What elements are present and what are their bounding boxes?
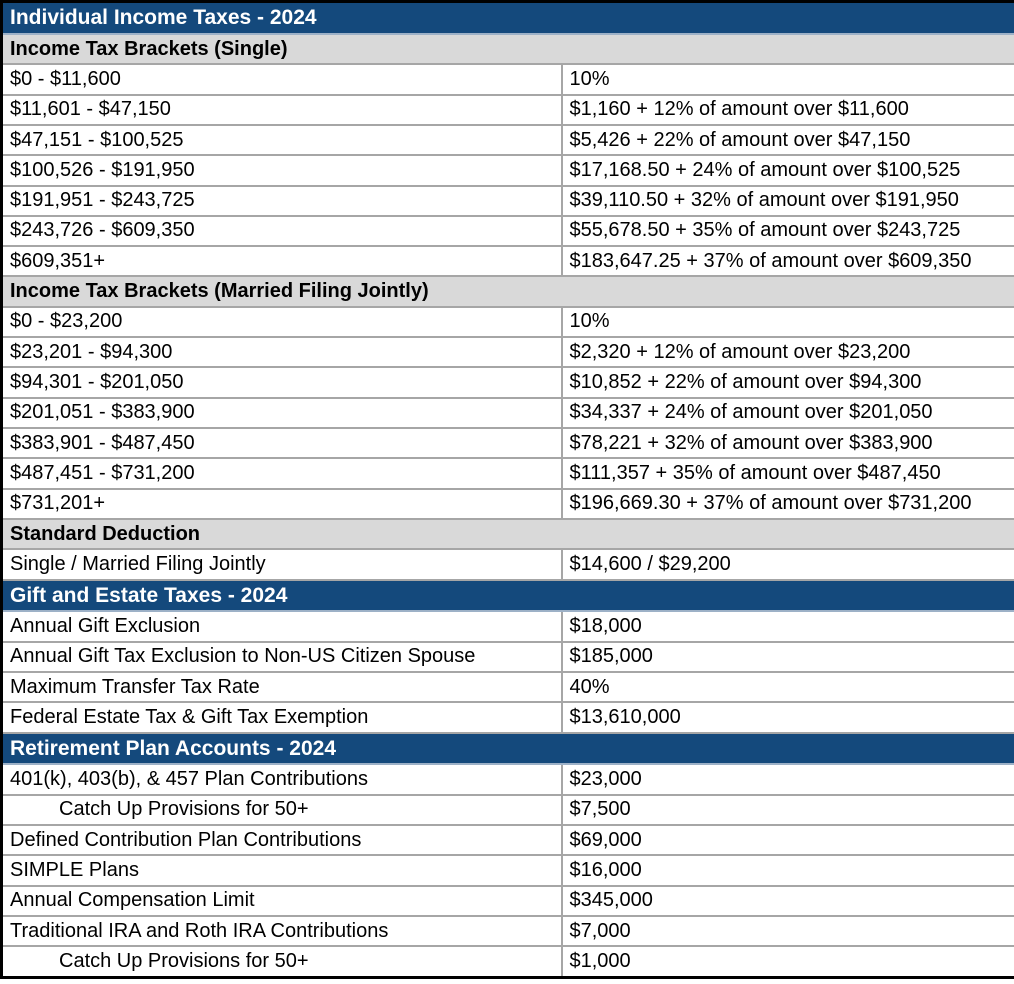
section-header-cell: Individual Income Taxes - 2024 — [0, 0, 1014, 35]
table-row: $609,351+ $183,647.25 + 37% of amount ove… — [0, 245, 1014, 278]
row-value-cell: $185,000 — [560, 640, 1014, 674]
table-row: SIMPLE Plans $16,000 — [0, 854, 1014, 887]
row-label-cell: Traditional IRA and Roth IRA Contributio… — [0, 915, 563, 948]
table-row: $94,301 - $201,050 $10,852 + 22% of amoun… — [0, 366, 1014, 399]
row-value-cell: $111,357 + 35% of amount over $487,450 — [560, 457, 1014, 490]
row-label-cell: $0 - $11,600 — [0, 63, 563, 96]
table-row: Single / Married Filing Jointly $14,600 /… — [0, 548, 1014, 581]
table-row: Catch Up Provisions for 50+ $1,000 — [0, 945, 1014, 979]
row-value-cell: $69,000 — [560, 824, 1014, 857]
row-value-cell: $196,669.30 + 37% of amount over $731,20… — [560, 487, 1014, 521]
subheader-row: Income Tax Brackets (Married Filing Join… — [0, 275, 1014, 308]
row-label-cell: Annual Gift Exclusion — [0, 610, 563, 643]
row-value-cell: $2,320 + 12% of amount over $23,200 — [560, 336, 1014, 369]
row-value-cell: $18,000 — [560, 610, 1014, 643]
row-value-cell: $34,337 + 24% of amount over $201,050 — [560, 396, 1014, 430]
row-label-cell: Catch Up Provisions for 50+ — [0, 793, 563, 827]
row-value-cell: $17,168.50 + 24% of amount over $100,525 — [560, 154, 1014, 187]
row-value-cell: 10% — [560, 63, 1014, 96]
row-label-cell: Single / Married Filing Jointly — [0, 548, 563, 581]
row-value-cell: $1,160 + 12% of amount over $11,600 — [560, 93, 1014, 126]
row-label-cell: SIMPLE Plans — [0, 854, 563, 887]
row-label-cell: Federal Estate Tax & Gift Tax Exemption — [0, 701, 563, 734]
table-row: $11,601 - $47,150 $1,160 + 12% of amount … — [0, 93, 1014, 126]
row-value-cell: 10% — [560, 305, 1014, 339]
section-row: Individual Income Taxes - 2024 — [0, 0, 1014, 35]
row-value-cell: $14,600 / $29,200 — [560, 548, 1014, 581]
row-label-cell: $609,351+ — [0, 245, 563, 278]
row-label-cell: $201,051 - $383,900 — [0, 396, 563, 430]
row-label-cell: $487,451 - $731,200 — [0, 457, 563, 490]
row-value-cell: $5,426 + 22% of amount over $47,150 — [560, 123, 1014, 157]
subsection-header-cell: Income Tax Brackets (Married Filing Join… — [0, 275, 1014, 308]
row-value-cell: $7,000 — [560, 915, 1014, 948]
section-header-cell: Gift and Estate Taxes - 2024 — [0, 578, 1014, 613]
row-label-cell: Annual Compensation Limit — [0, 884, 563, 918]
table-row: $243,726 - $609,350 $55,678.50 + 35% of a… — [0, 214, 1014, 248]
row-value-cell: $16,000 — [560, 854, 1014, 887]
subsection-header-cell: Standard Deduction — [0, 518, 1014, 551]
row-value-cell: $78,221 + 32% of amount over $383,900 — [560, 427, 1014, 460]
row-value-cell: $7,500 — [560, 793, 1014, 827]
row-value-cell: $55,678.50 + 35% of amount over $243,725 — [560, 214, 1014, 248]
subheader-row: Standard Deduction — [0, 518, 1014, 551]
table-row: Annual Gift Exclusion $18,000 — [0, 610, 1014, 643]
table-row: Maximum Transfer Tax Rate 40% — [0, 671, 1014, 704]
table-row: $23,201 - $94,300 $2,320 + 12% of amount … — [0, 336, 1014, 369]
table-row: Traditional IRA and Roth IRA Contributio… — [0, 915, 1014, 948]
row-label-cell: $243,726 - $609,350 — [0, 214, 563, 248]
row-label-cell: $0 - $23,200 — [0, 305, 563, 339]
row-label-cell: $383,901 - $487,450 — [0, 427, 563, 460]
row-label-cell: Maximum Transfer Tax Rate — [0, 671, 563, 704]
table-row: $487,451 - $731,200 $111,357 + 35% of amo… — [0, 457, 1014, 490]
row-label-cell: $94,301 - $201,050 — [0, 366, 563, 399]
table-row: $47,151 - $100,525 $5,426 + 22% of amount… — [0, 123, 1014, 157]
table-row: $100,526 - $191,950 $17,168.50 + 24% of a… — [0, 154, 1014, 187]
table-row: Defined Contribution Plan Contributions $… — [0, 824, 1014, 857]
row-label-cell: $11,601 - $47,150 — [0, 93, 563, 126]
row-value-cell: $345,000 — [560, 884, 1014, 918]
row-label-cell: $47,151 - $100,525 — [0, 123, 563, 157]
row-value-cell: $183,647.25 + 37% of amount over $609,35… — [560, 245, 1014, 278]
table-row: $191,951 - $243,725 $39,110.50 + 32% of a… — [0, 184, 1014, 217]
row-label-cell: 401(k), 403(b), & 457 Plan Contributions — [0, 763, 563, 796]
row-value-cell: $10,852 + 22% of amount over $94,300 — [560, 366, 1014, 399]
table-row: $0 - $23,200 10% — [0, 305, 1014, 339]
row-label-cell: Annual Gift Tax Exclusion to Non-US Citi… — [0, 640, 563, 674]
section-header-cell: Retirement Plan Accounts - 2024 — [0, 731, 1014, 766]
table-row: 401(k), 403(b), & 457 Plan Contributions… — [0, 763, 1014, 796]
table-row: $0 - $11,600 10% — [0, 63, 1014, 96]
table-row: Federal Estate Tax & Gift Tax Exemption $… — [0, 701, 1014, 734]
row-label-cell: $191,951 - $243,725 — [0, 184, 563, 217]
subsection-header-cell: Income Tax Brackets (Single) — [0, 32, 1014, 66]
table-row: Annual Compensation Limit $345,000 — [0, 884, 1014, 918]
table-row: $731,201+ $196,669.30 + 37% of amount ove… — [0, 487, 1014, 521]
table-row: $383,901 - $487,450 $78,221 + 32% of amou… — [0, 427, 1014, 460]
section-row: Gift and Estate Taxes - 2024 — [0, 578, 1014, 613]
section-row: Retirement Plan Accounts - 2024 — [0, 731, 1014, 766]
table-row: $201,051 - $383,900 $34,337 + 24% of amou… — [0, 396, 1014, 430]
row-value-cell: 40% — [560, 671, 1014, 704]
row-value-cell: $23,000 — [560, 763, 1014, 796]
row-value-cell: $39,110.50 + 32% of amount over $191,950 — [560, 184, 1014, 217]
row-value-cell: $13,610,000 — [560, 701, 1014, 734]
row-label-cell: $100,526 - $191,950 — [0, 154, 563, 187]
row-label-cell: Defined Contribution Plan Contributions — [0, 824, 563, 857]
row-label-cell: $731,201+ — [0, 487, 563, 521]
subheader-row: Income Tax Brackets (Single) — [0, 32, 1014, 66]
row-label-cell: $23,201 - $94,300 — [0, 336, 563, 369]
table-row: Annual Gift Tax Exclusion to Non-US Citi… — [0, 640, 1014, 674]
table-row: Catch Up Provisions for 50+ $7,500 — [0, 793, 1014, 827]
row-value-cell: $1,000 — [560, 945, 1014, 979]
row-label-cell: Catch Up Provisions for 50+ — [0, 945, 563, 979]
